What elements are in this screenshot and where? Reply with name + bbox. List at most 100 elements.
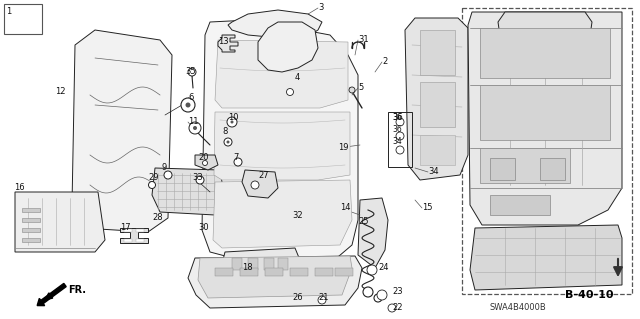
- Polygon shape: [214, 112, 350, 180]
- Polygon shape: [152, 168, 225, 215]
- Text: B-40-10: B-40-10: [565, 290, 614, 300]
- Polygon shape: [218, 35, 238, 52]
- Text: 30: 30: [198, 224, 209, 233]
- Circle shape: [367, 265, 377, 275]
- Polygon shape: [215, 40, 348, 108]
- Text: 8: 8: [222, 128, 227, 137]
- Bar: [388, 112, 412, 167]
- Text: 13: 13: [218, 38, 228, 47]
- Bar: [22, 218, 40, 222]
- Bar: [265, 268, 283, 276]
- Polygon shape: [258, 22, 318, 72]
- Polygon shape: [468, 12, 622, 225]
- Polygon shape: [220, 248, 302, 288]
- Polygon shape: [198, 256, 352, 298]
- Bar: [124, 239, 132, 242]
- Text: 23: 23: [392, 287, 403, 296]
- Bar: [136, 239, 144, 242]
- Polygon shape: [242, 170, 278, 198]
- Text: SWA4B4000B: SWA4B4000B: [490, 303, 547, 313]
- Bar: [22, 238, 40, 242]
- Circle shape: [396, 132, 404, 140]
- Circle shape: [287, 88, 294, 95]
- Text: 26: 26: [292, 293, 303, 302]
- Circle shape: [363, 287, 373, 297]
- Polygon shape: [202, 20, 358, 262]
- Text: 18: 18: [242, 263, 253, 272]
- Circle shape: [181, 98, 195, 112]
- Bar: [420, 82, 455, 127]
- Circle shape: [164, 171, 172, 179]
- Circle shape: [148, 182, 156, 189]
- Bar: [215, 268, 233, 276]
- Text: 16: 16: [14, 183, 24, 192]
- Circle shape: [188, 68, 196, 76]
- Text: 7: 7: [233, 153, 238, 162]
- Text: 14: 14: [340, 204, 351, 212]
- Text: 1: 1: [6, 8, 12, 17]
- Text: 36: 36: [392, 114, 402, 122]
- Text: 9: 9: [162, 164, 167, 173]
- Text: 4: 4: [295, 73, 300, 83]
- Circle shape: [388, 304, 396, 312]
- FancyArrow shape: [37, 283, 66, 306]
- Polygon shape: [72, 30, 172, 232]
- Bar: [4, 4, 42, 34]
- Text: 36: 36: [392, 125, 402, 135]
- Text: 20: 20: [198, 153, 209, 162]
- Polygon shape: [120, 228, 148, 243]
- Text: 17: 17: [120, 224, 131, 233]
- Bar: [290, 268, 308, 276]
- Polygon shape: [470, 225, 622, 290]
- Bar: [480, 85, 610, 140]
- Text: 25: 25: [358, 218, 369, 226]
- Text: 21: 21: [318, 293, 328, 302]
- Text: 10: 10: [228, 114, 239, 122]
- Polygon shape: [498, 12, 592, 62]
- Bar: [240, 268, 258, 276]
- Text: 15: 15: [422, 204, 433, 212]
- Polygon shape: [15, 192, 105, 252]
- Circle shape: [227, 140, 230, 144]
- Circle shape: [193, 126, 197, 130]
- Bar: [278, 258, 288, 270]
- Text: 32: 32: [292, 211, 303, 219]
- Bar: [490, 195, 550, 215]
- Circle shape: [227, 117, 237, 127]
- Bar: [420, 135, 455, 165]
- Polygon shape: [213, 180, 352, 248]
- Text: 5: 5: [358, 84, 364, 93]
- Text: 31: 31: [358, 35, 369, 44]
- Bar: [22, 208, 40, 212]
- Bar: [136, 229, 144, 232]
- Text: 29: 29: [148, 174, 159, 182]
- Text: 19: 19: [338, 144, 349, 152]
- Text: 11: 11: [188, 117, 198, 127]
- Bar: [264, 258, 274, 270]
- Text: 12: 12: [55, 87, 65, 97]
- Bar: [22, 228, 40, 232]
- Circle shape: [186, 102, 191, 108]
- Bar: [232, 258, 242, 270]
- Circle shape: [377, 290, 387, 300]
- Circle shape: [224, 138, 232, 146]
- Text: 3: 3: [318, 4, 323, 12]
- Circle shape: [396, 118, 404, 126]
- Bar: [480, 28, 610, 78]
- Text: 24: 24: [378, 263, 388, 272]
- Bar: [480, 148, 570, 183]
- Polygon shape: [405, 18, 468, 180]
- Circle shape: [374, 294, 382, 302]
- Circle shape: [234, 158, 242, 166]
- Bar: [315, 268, 333, 276]
- Polygon shape: [358, 198, 388, 268]
- Bar: [490, 158, 515, 180]
- Circle shape: [318, 296, 326, 304]
- Polygon shape: [188, 256, 362, 308]
- Text: 35: 35: [185, 68, 196, 77]
- Bar: [124, 229, 132, 232]
- Text: 28: 28: [152, 213, 163, 222]
- Text: 27: 27: [258, 170, 269, 180]
- Circle shape: [251, 181, 259, 189]
- Text: FR.: FR.: [68, 285, 86, 295]
